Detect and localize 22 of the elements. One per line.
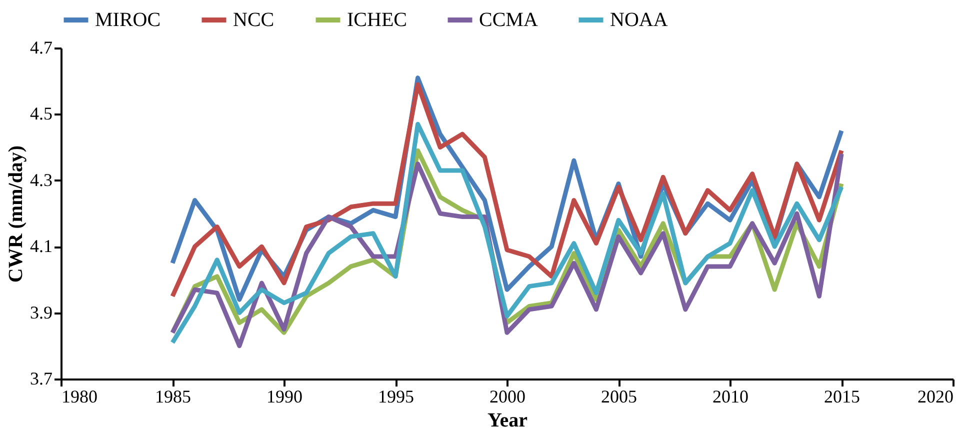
legend-label: CCMA bbox=[479, 9, 538, 31]
y-tick-label: 4.1 bbox=[30, 236, 52, 256]
x-tick-label: 2000 bbox=[490, 386, 526, 406]
y-tick-label: 4.7 bbox=[30, 38, 52, 58]
y-tick-label: 4.5 bbox=[30, 104, 52, 124]
x-tick-label: 2010 bbox=[712, 386, 748, 406]
legend-label: NOAA bbox=[610, 9, 668, 31]
y-axis-title: CWR (mm/day) bbox=[5, 145, 27, 283]
x-tick-label: 2020 bbox=[918, 386, 954, 406]
y-tick-label: 4.3 bbox=[30, 170, 52, 190]
legend-label: NCC bbox=[233, 9, 274, 31]
y-tick-label: 3.9 bbox=[30, 302, 52, 322]
x-tick-label: 1995 bbox=[378, 386, 414, 406]
x-tick-label: 1985 bbox=[155, 386, 191, 406]
x-tick-label: 1980 bbox=[62, 386, 98, 406]
x-tick-label: 2005 bbox=[601, 386, 637, 406]
legend-label: ICHEC bbox=[347, 9, 407, 31]
legend-label: MIROC bbox=[95, 9, 161, 31]
x-tick-label: 2015 bbox=[824, 386, 860, 406]
x-axis-title: Year bbox=[488, 410, 528, 432]
x-tick-label: 1990 bbox=[266, 386, 302, 406]
y-tick-label: 3.7 bbox=[30, 368, 52, 388]
